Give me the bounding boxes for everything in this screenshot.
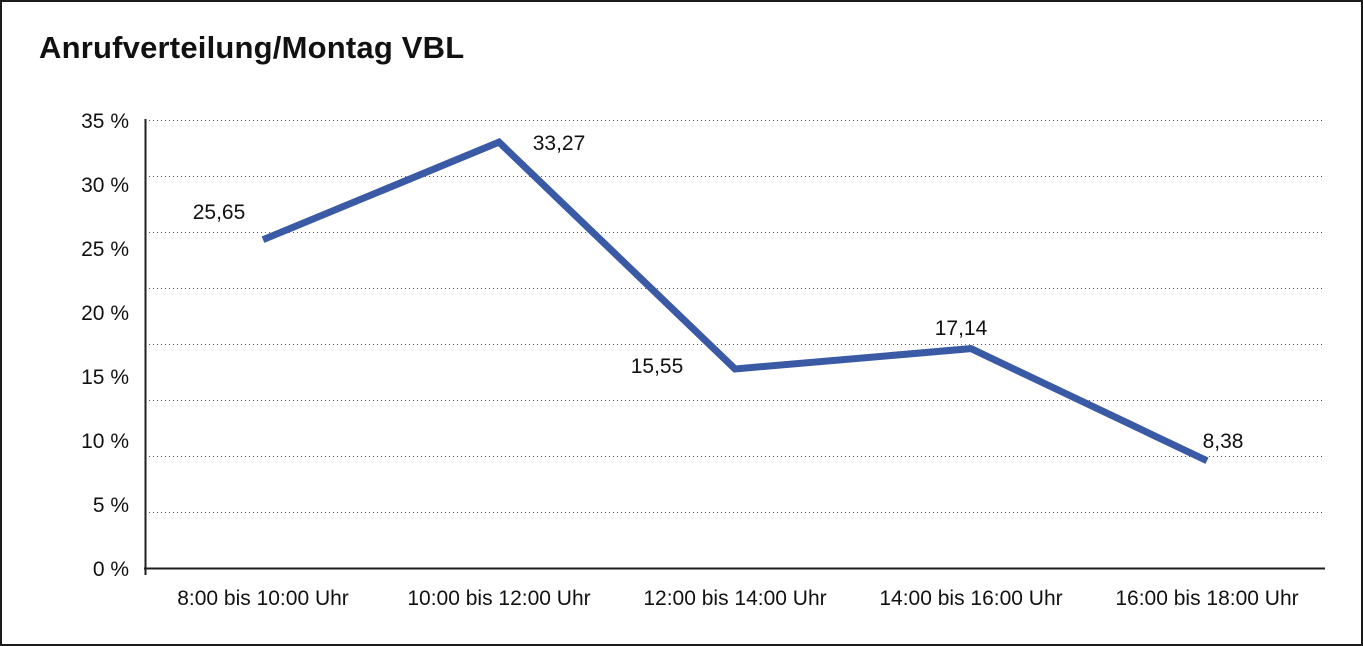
chart-title: Anrufverteilung/Montag VBL [39, 30, 465, 65]
x-axis-category-label: 8:00 bis 10:00 Uhr [177, 587, 349, 610]
data-line [261, 138, 1209, 464]
data-value-label: 33,27 [532, 132, 586, 155]
y-axis-tick-label: 5 % [92, 494, 129, 517]
data-value-label: 17,14 [934, 317, 988, 340]
y-axis-tick-label: 30 % [81, 174, 129, 197]
x-axis-category-label: 10:00 bis 12:00 Uhr [407, 587, 591, 610]
y-axis-tick-label: 15 % [81, 366, 129, 389]
data-value-label: 8,38 [1202, 430, 1244, 453]
y-axis-tick-label: 20 % [81, 302, 129, 325]
y-axis-tick-label: 25 % [81, 238, 129, 261]
data-value-label: 25,65 [192, 201, 246, 224]
x-axis-category-label: 12:00 bis 14:00 Uhr [643, 587, 827, 610]
x-axis-category-label: 14:00 bis 16:00 Uhr [879, 587, 1063, 610]
y-axis-tick-label: 0 % [92, 558, 129, 581]
data-value-label: 15,55 [630, 355, 684, 378]
y-axis-tick-label: 10 % [81, 430, 129, 453]
y-axis-tick-label: 35 % [81, 110, 129, 133]
x-axis-category-label: 16:00 bis 18:00 Uhr [1115, 587, 1299, 610]
